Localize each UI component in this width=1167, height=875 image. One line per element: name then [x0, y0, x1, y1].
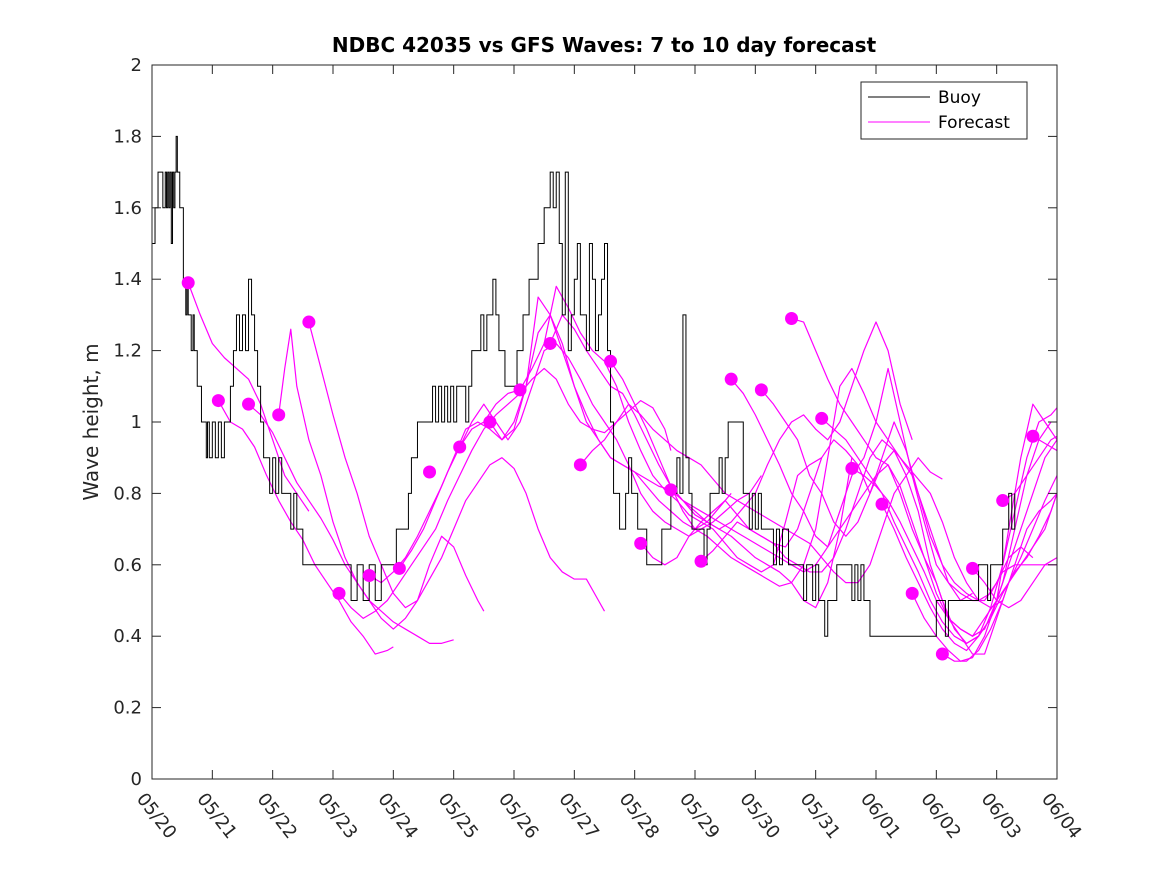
forecast-start-point: [242, 397, 256, 411]
forecast-line: [308, 321, 606, 612]
forecast-start-point: [905, 586, 919, 600]
y-tick-label: 1.8: [113, 126, 142, 147]
forecast-start-point: [272, 408, 286, 422]
marker-layer: [181, 276, 1040, 661]
forecast-start-point: [392, 561, 406, 575]
forecast-start-point: [362, 569, 376, 583]
y-tick-label: 0: [131, 769, 142, 790]
legend-box: [860, 81, 1028, 140]
forecast-start-point: [966, 561, 980, 575]
forecast-start-point: [724, 372, 738, 386]
y-tick-label: 0.2: [113, 698, 142, 719]
forecast-start-point: [634, 536, 648, 550]
forecast-line: [972, 557, 1058, 609]
series-layer: [152, 135, 1058, 662]
legend-label-forecast: Forecast: [938, 113, 1010, 133]
forecast-start-point: [996, 494, 1010, 508]
forecast-start-point: [513, 383, 527, 397]
y-tick-label: 1.6: [113, 198, 142, 219]
forecast-start-point: [935, 647, 949, 661]
forecast-start-point: [423, 465, 437, 479]
y-tick-label: 0.6: [113, 555, 142, 576]
y-tick-label: 1: [131, 412, 142, 433]
forecast-start-point: [211, 394, 225, 408]
forecast-line: [640, 439, 1004, 609]
forecast-line: [942, 493, 1058, 662]
forecast-start-point: [453, 440, 467, 454]
forecast-start-point: [181, 276, 195, 290]
y-tick-label: 1.4: [113, 269, 142, 290]
forecast-line: [278, 328, 485, 630]
forecast-line: [821, 417, 1058, 644]
forecast-start-point: [815, 411, 829, 425]
forecast-start-point: [694, 554, 708, 568]
forecast-line: [851, 467, 1058, 637]
y-tick-label: 1.2: [113, 341, 142, 362]
forecast-start-point: [332, 586, 346, 600]
buoy-line: [152, 135, 1016, 637]
forecast-start-point: [845, 461, 859, 475]
forecast-line: [700, 421, 1057, 602]
forecast-start-point: [573, 458, 587, 472]
forecast-start-point: [664, 483, 678, 497]
forecast-line: [338, 367, 672, 619]
forecast-start-point: [785, 311, 799, 325]
forecast-line: [187, 282, 310, 512]
forecast-start-point: [1026, 429, 1040, 443]
forecast-start-point: [483, 415, 497, 429]
forecast-line: [217, 400, 394, 655]
chart-title: NDBC 42035 vs GFS Waves: 7 to 10 day for…: [332, 33, 877, 57]
forecast-start-point: [302, 315, 316, 329]
y-axis-ticks: 0 0.2 0.4 0.6 0.8 1 1.2 1.4 1.6 1.8 2: [113, 55, 1057, 790]
forecast-start-point: [543, 336, 557, 350]
legend: Buoy Forecast: [860, 81, 1028, 140]
forecast-start-point: [754, 383, 768, 397]
legend-label-buoy: Buoy: [938, 88, 981, 108]
y-tick-label: 0.8: [113, 483, 142, 504]
forecast-line: [1002, 435, 1058, 502]
y-axis-label: Wave height, m: [79, 343, 103, 500]
forecast-line: [791, 317, 1058, 637]
forecast-start-point: [875, 497, 889, 511]
y-tick-label: 2: [131, 55, 142, 76]
y-tick-label: 0.4: [113, 626, 142, 647]
forecast-start-point: [604, 354, 618, 368]
